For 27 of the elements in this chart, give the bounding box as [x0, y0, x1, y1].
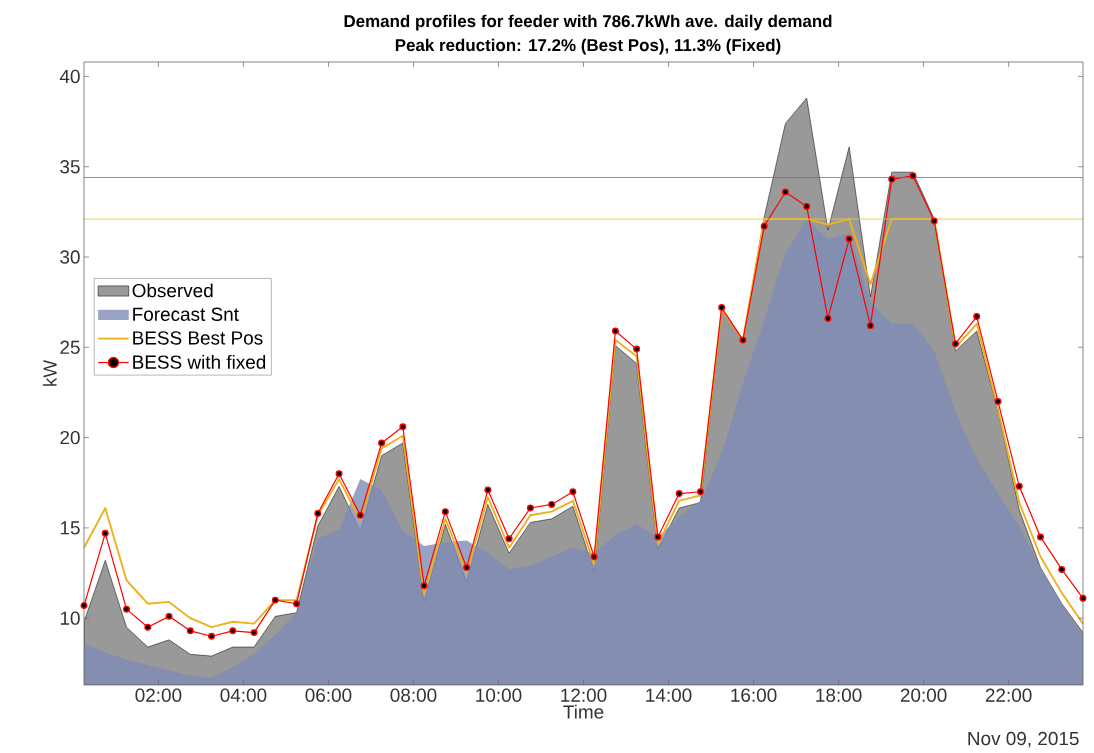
- y-tick-label: 10: [60, 611, 80, 625]
- legend-label: BESS Best Pos: [133, 331, 263, 345]
- x-tick-label: 18:00: [816, 688, 862, 702]
- x-tick-label: 10:00: [476, 688, 522, 702]
- y-tick-label: 20: [60, 430, 80, 445]
- y-tick-label: 40: [59, 69, 80, 84]
- x-tick-label: 16:00: [731, 688, 777, 702]
- x-tick-label: 12:00: [561, 688, 607, 702]
- legend-label: Forecast Snt: [133, 307, 239, 321]
- y-tick-label: 35: [60, 160, 80, 174]
- x-tick-label: 06:00: [305, 688, 352, 702]
- x-tick-label: 08:00: [390, 688, 437, 702]
- y-tick-label: 15: [60, 521, 80, 535]
- x-tick-label: 22:00: [985, 688, 1032, 702]
- text: Nov 09, 2015: [968, 731, 1079, 748]
- legend-label: BESS with fixed: [133, 354, 266, 369]
- y-axis-title: kW: [42, 359, 57, 386]
- chart-title: Demand profiles for feeder with 786.7kWh ave. daily demand: [344, 14, 832, 31]
- x-tick-label: 20:00: [900, 688, 947, 702]
- legend-label: Observed: [132, 283, 213, 298]
- y-tick-label: 25: [60, 340, 80, 354]
- x-axis-title: Time: [563, 704, 604, 719]
- chart-subtitle: Peak reduction: 17.2% (Best Pos), 11.3% (Fixed): [395, 38, 781, 55]
- x-tick-label: 14:00: [646, 688, 692, 702]
- y-tick-label: 30: [60, 250, 80, 264]
- x-tick-label: 02:00: [135, 688, 182, 702]
- x-tick-label: 04:00: [220, 688, 267, 702]
